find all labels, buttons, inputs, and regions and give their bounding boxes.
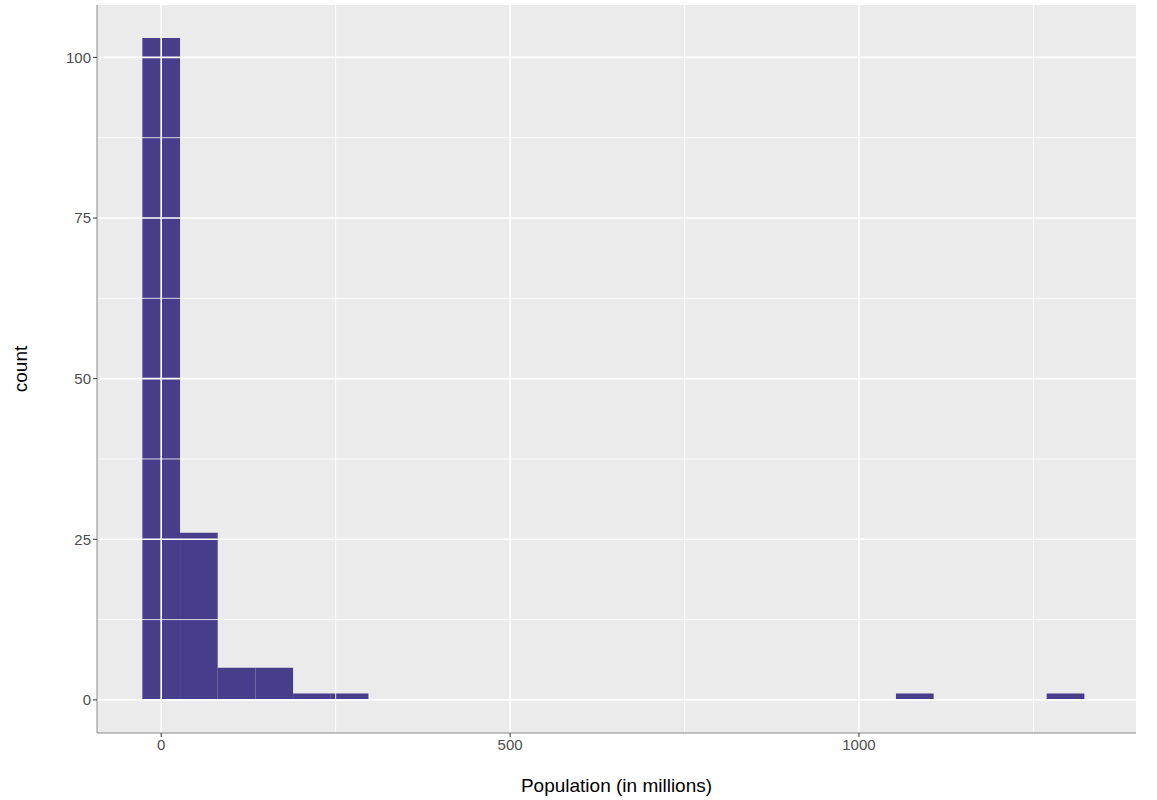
svg-text:0: 0 bbox=[83, 691, 91, 708]
svg-text:100: 100 bbox=[66, 49, 91, 66]
svg-text:50: 50 bbox=[74, 370, 91, 387]
svg-text:count: count bbox=[10, 345, 31, 392]
svg-text:25: 25 bbox=[74, 531, 91, 548]
svg-text:1000: 1000 bbox=[842, 736, 875, 753]
svg-text:0: 0 bbox=[157, 736, 165, 753]
svg-text:500: 500 bbox=[498, 736, 523, 753]
svg-text:75: 75 bbox=[74, 209, 91, 226]
svg-text:Population (in millions): Population (in millions) bbox=[521, 775, 712, 796]
